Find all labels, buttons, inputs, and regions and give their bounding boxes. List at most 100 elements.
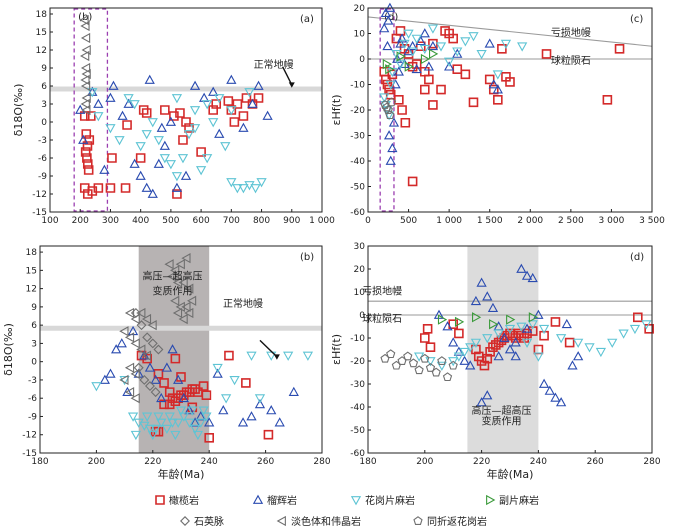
data-point bbox=[538, 324, 550, 335]
data-point bbox=[419, 28, 430, 38]
data-point bbox=[214, 128, 225, 138]
x-tick-label: 300 bbox=[102, 216, 119, 226]
annotation: 亏损地幔 bbox=[551, 26, 591, 39]
data-point bbox=[122, 120, 132, 130]
legend-marker bbox=[350, 496, 362, 506]
data-point bbox=[136, 320, 147, 331]
data-point bbox=[444, 61, 455, 71]
data-point bbox=[93, 98, 104, 108]
data-point bbox=[223, 96, 234, 106]
x-tick-label: 0 bbox=[365, 216, 371, 226]
data-point bbox=[153, 136, 164, 146]
data-point bbox=[201, 390, 212, 400]
data-point bbox=[153, 412, 164, 422]
data-point bbox=[80, 147, 91, 157]
data-point bbox=[403, 29, 414, 39]
data-point bbox=[247, 98, 258, 108]
data-point bbox=[167, 418, 178, 428]
x-tick-label: 500 bbox=[400, 216, 417, 226]
data-point bbox=[119, 374, 129, 386]
data-point bbox=[424, 74, 434, 85]
data-point bbox=[427, 40, 439, 51]
data-point bbox=[544, 385, 555, 395]
data-point bbox=[93, 112, 104, 122]
data-point bbox=[391, 49, 402, 60]
data-point bbox=[644, 324, 654, 334]
y-tick-label: -60 bbox=[350, 449, 365, 459]
data-point bbox=[156, 418, 167, 428]
data-point bbox=[141, 350, 152, 361]
data-point bbox=[190, 384, 200, 394]
data-point bbox=[153, 158, 164, 168]
data-point bbox=[153, 369, 164, 379]
y-tick-label: -10 bbox=[350, 81, 365, 91]
data-point bbox=[550, 317, 561, 327]
data-point bbox=[641, 320, 652, 330]
data-point bbox=[80, 74, 90, 86]
data-point bbox=[380, 353, 390, 363]
y-axis-label: εHf(t) bbox=[330, 334, 343, 365]
legend-marker bbox=[276, 515, 286, 527]
data-point bbox=[184, 405, 195, 415]
data-point bbox=[383, 130, 395, 140]
data-point bbox=[232, 184, 243, 194]
x-tick-label: 700 bbox=[223, 216, 240, 226]
data-point bbox=[201, 412, 212, 422]
data-point bbox=[119, 376, 130, 386]
data-point bbox=[156, 122, 167, 132]
data-point bbox=[448, 33, 458, 44]
data-point bbox=[170, 353, 181, 364]
data-point bbox=[396, 33, 408, 43]
data-point bbox=[229, 376, 240, 386]
y-axis-label: εHf(t) bbox=[330, 95, 343, 126]
data-point bbox=[127, 412, 139, 422]
data-point bbox=[510, 337, 521, 347]
data-point bbox=[266, 405, 277, 415]
reference-line bbox=[367, 16, 653, 47]
data-point bbox=[422, 324, 433, 334]
data-point bbox=[407, 40, 418, 51]
data-point bbox=[468, 97, 479, 108]
data-point bbox=[403, 351, 413, 361]
data-point bbox=[246, 351, 257, 361]
data-point bbox=[156, 392, 167, 403]
data-point bbox=[428, 100, 438, 110]
data-point bbox=[105, 368, 116, 378]
data-point bbox=[141, 313, 152, 325]
y-tick-label: -10 bbox=[350, 334, 365, 344]
data-point bbox=[202, 100, 213, 110]
data-point bbox=[142, 412, 153, 422]
y-tick-label: -9 bbox=[28, 412, 37, 422]
y-tick-label: -6 bbox=[38, 154, 47, 164]
data-point bbox=[453, 352, 465, 362]
x-tick-label: 240 bbox=[201, 457, 218, 467]
data-point bbox=[429, 48, 439, 60]
data-point bbox=[114, 136, 125, 146]
x-tick-label: 240 bbox=[530, 457, 547, 467]
data-point bbox=[80, 32, 91, 44]
legend-item-quartz_vein: 石英脉 bbox=[180, 515, 224, 528]
data-point bbox=[226, 74, 237, 84]
data-point bbox=[220, 142, 231, 152]
data-point bbox=[415, 35, 426, 46]
data-point bbox=[144, 362, 156, 372]
data-point bbox=[465, 343, 476, 353]
data-point bbox=[189, 417, 201, 427]
data-point bbox=[436, 361, 447, 371]
panel-label: (d) bbox=[630, 252, 644, 263]
data-point bbox=[504, 324, 516, 335]
data-point bbox=[573, 351, 584, 361]
data-point bbox=[150, 374, 161, 384]
data-point bbox=[165, 160, 177, 170]
data-point bbox=[382, 79, 393, 90]
data-point bbox=[173, 374, 184, 384]
data-point bbox=[386, 349, 396, 359]
data-point bbox=[493, 329, 504, 339]
y-tick-label: 3 bbox=[41, 100, 47, 110]
x-tick-label: 180 bbox=[31, 457, 48, 467]
data-point bbox=[521, 323, 533, 333]
data-point bbox=[141, 182, 152, 192]
y-tick-label: 15 bbox=[26, 266, 37, 276]
data-point bbox=[147, 338, 158, 349]
